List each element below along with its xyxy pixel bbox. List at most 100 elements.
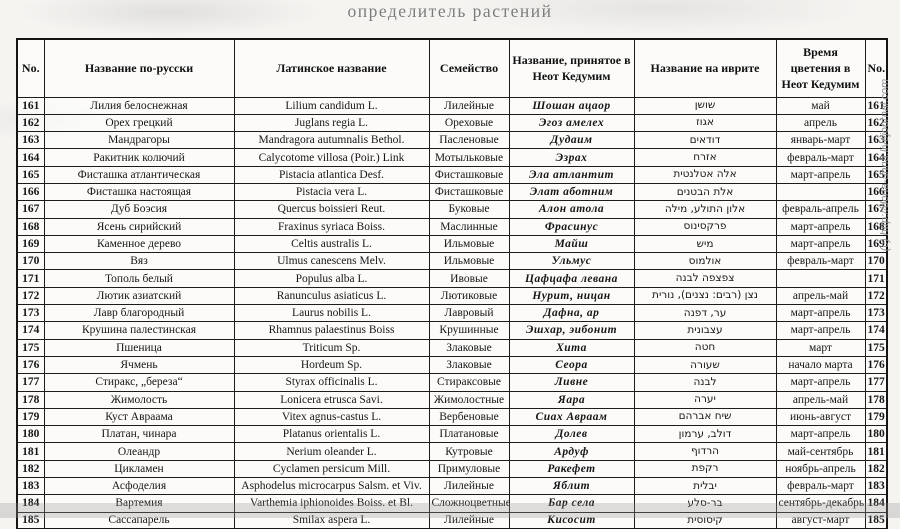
cell-russian-name: Орех грецкий	[43, 113, 235, 133]
cell-russian-name: Пшеница	[43, 338, 235, 357]
cell-hebrew-name: אלת הבטנים	[633, 182, 777, 202]
table-row: 166 Фисташка настоящая Pistacia vera L. Фис…	[16, 182, 888, 202]
cell-latin-name: Fraxinus syriaca Boiss.	[233, 217, 430, 236]
cell-hebrew-name: רקפת	[633, 459, 777, 479]
cell-row-number-right: 185	[864, 511, 888, 529]
cell-row-number: 180	[16, 425, 45, 444]
cell-neot-kedumim-name: Шошан ацаор	[508, 96, 635, 115]
cell-latin-name: Smilax aspera L.	[233, 511, 430, 529]
table-row: 165 Фисташка атлантическая Pistacia atlant…	[16, 165, 888, 184]
table-header-row: No. Название по-русски Латинское название С…	[16, 38, 888, 98]
cell-row-number: 179	[16, 407, 45, 427]
table-row: 168 Ясень сирийский Fraxinus syriaca Boiss…	[16, 217, 888, 236]
cell-neot-kedumim-name: Долев	[508, 425, 635, 444]
cell-latin-name: Laurus nobilis L.	[233, 304, 430, 323]
cell-latin-name: Lilium candidum L.	[233, 96, 430, 115]
header-col-neot-kedumim-name: Название, принятое в Неот Кедумим	[508, 38, 635, 98]
cell-hebrew-name: אלון התולע, מילה	[633, 200, 777, 219]
cell-neot-kedumim-name: Ардуф	[508, 442, 635, 461]
cell-row-number: 185	[16, 511, 45, 529]
cell-russian-name: Крушина палестинская	[43, 321, 235, 340]
cell-neot-kedumim-name: Алон атола	[508, 200, 635, 219]
cell-family: Ивовые	[428, 269, 510, 288]
table-row: 183 Асфоделия Asphodelus microcarpus Salsm…	[16, 477, 888, 496]
cell-neot-kedumim-name: Ливне	[508, 373, 635, 392]
cell-latin-name: Pistacia vera L.	[233, 182, 430, 202]
cell-russian-name: Фисташка настоящая	[43, 182, 235, 202]
cell-family: Жимолостные	[428, 390, 510, 409]
cell-row-number: 164	[16, 148, 45, 167]
cell-bloom-time: август-март	[775, 511, 866, 529]
header-col-no: No.	[16, 38, 45, 98]
cell-bloom-time: начало марта	[775, 355, 866, 375]
cell-russian-name: Стиракс, „береза“	[43, 373, 235, 392]
cell-family: Лавровый	[428, 304, 510, 323]
cell-hebrew-name: דודאים	[633, 131, 777, 150]
cell-latin-name: Styrax officinalis L.	[233, 373, 430, 392]
cell-latin-name: Rhamnus palaestinus Boiss	[233, 321, 430, 340]
table-row: 169 Каменное дерево Celtis australis L. Иль…	[16, 234, 888, 254]
cell-bloom-time: март	[775, 338, 866, 357]
cell-neot-kedumim-name: Сеора	[508, 355, 635, 375]
table-row: 162 Орех грецкий Juglans regia L. Ореховые Э…	[16, 113, 888, 133]
cell-bloom-time: апрель-май	[775, 390, 866, 409]
cell-hebrew-name: יבלית	[633, 477, 777, 496]
cell-row-number-right: 176	[864, 355, 888, 375]
cell-family: Пасленовые	[428, 131, 510, 150]
cell-latin-name: Ranunculus asiaticus L.	[233, 286, 430, 306]
cell-family: Фисташковые	[428, 165, 510, 184]
cell-bloom-time: март-апрель	[775, 217, 866, 236]
cell-row-number: 161	[16, 96, 45, 115]
cell-row-number: 183	[16, 477, 45, 496]
cell-latin-name: Celtis australis L.	[233, 234, 430, 254]
cell-row-number: 173	[16, 304, 45, 323]
cell-bloom-time: март-апрель	[775, 165, 866, 184]
cell-hebrew-name: לבנה	[633, 373, 777, 392]
cell-latin-name: Juglans regia L.	[233, 113, 430, 133]
cell-hebrew-name: יערה	[633, 390, 777, 409]
cell-russian-name: Ракитник колючий	[43, 148, 235, 167]
cell-russian-name: Тополь белый	[43, 269, 235, 288]
table-row: 173 Лавр благородный Laurus nobilis L. Лавр…	[16, 304, 888, 323]
cell-latin-name: Ulmus canescens Melv.	[233, 252, 430, 271]
cell-russian-name: Сассапарель	[43, 511, 235, 529]
cell-row-number-right: 169	[864, 234, 888, 254]
cell-hebrew-name: קיסוסית	[633, 511, 777, 529]
cell-bloom-time: апрель-май	[775, 286, 866, 306]
cell-latin-name: Lonicera etrusca Savi.	[233, 390, 430, 409]
cell-row-number-right: 184	[864, 494, 888, 513]
cell-row-number: 163	[16, 131, 45, 150]
cell-latin-name: Nerium oleander L.	[233, 442, 430, 461]
cell-family: Маслинные	[428, 217, 510, 236]
cell-row-number-right: 172	[864, 286, 888, 306]
cell-neot-kedumim-name: Ракефет	[508, 459, 635, 479]
cell-bloom-time: ноябрь-апрель	[775, 459, 866, 479]
table-row: 167 Дуб Боэсия Quercus boissieri Reut. Буко…	[16, 200, 888, 219]
cell-russian-name: Дуб Боэсия	[43, 200, 235, 219]
cell-row-number-right: 164	[864, 148, 888, 167]
cell-row-number-right: 173	[864, 304, 888, 323]
cell-neot-kedumim-name: Фрасинус	[508, 217, 635, 236]
header-col-russian-name: Название по-русски	[43, 38, 235, 98]
table-row: 175 Пшеница Triticum Sp. Злаковые Хита חטה мар…	[16, 338, 888, 357]
cell-neot-kedumim-name: Эла атлантит	[508, 165, 635, 184]
cell-family: Злаковые	[428, 355, 510, 375]
cell-bloom-time: июнь-август	[775, 407, 866, 427]
header-col-hebrew-name: Название на иврите	[633, 38, 777, 98]
cell-bloom-time: март-апрель	[775, 321, 866, 340]
cell-bloom-time: март-апрель	[775, 304, 866, 323]
cell-bloom-time: январь-март	[775, 131, 866, 150]
cell-family: Лилейные	[428, 96, 510, 115]
table-row: 176 Ячмень Hordeum Sp. Злаковые Сеора שעורה на…	[16, 355, 888, 375]
cell-row-number: 171	[16, 269, 45, 288]
cell-row-number: 174	[16, 321, 45, 340]
cell-family: Платановые	[428, 425, 510, 444]
cell-row-number: 168	[16, 217, 45, 236]
cell-row-number: 170	[16, 252, 45, 271]
cell-russian-name: Ясень сирийский	[43, 217, 235, 236]
cell-hebrew-name: בר-סלע	[633, 494, 777, 513]
cell-row-number-right: 181	[864, 442, 888, 461]
cell-family: Примуловые	[428, 459, 510, 479]
cell-neot-kedumim-name: Нурит, ницан	[508, 286, 635, 306]
plants-table: No. Название по-русски Латинское название С…	[16, 38, 888, 529]
